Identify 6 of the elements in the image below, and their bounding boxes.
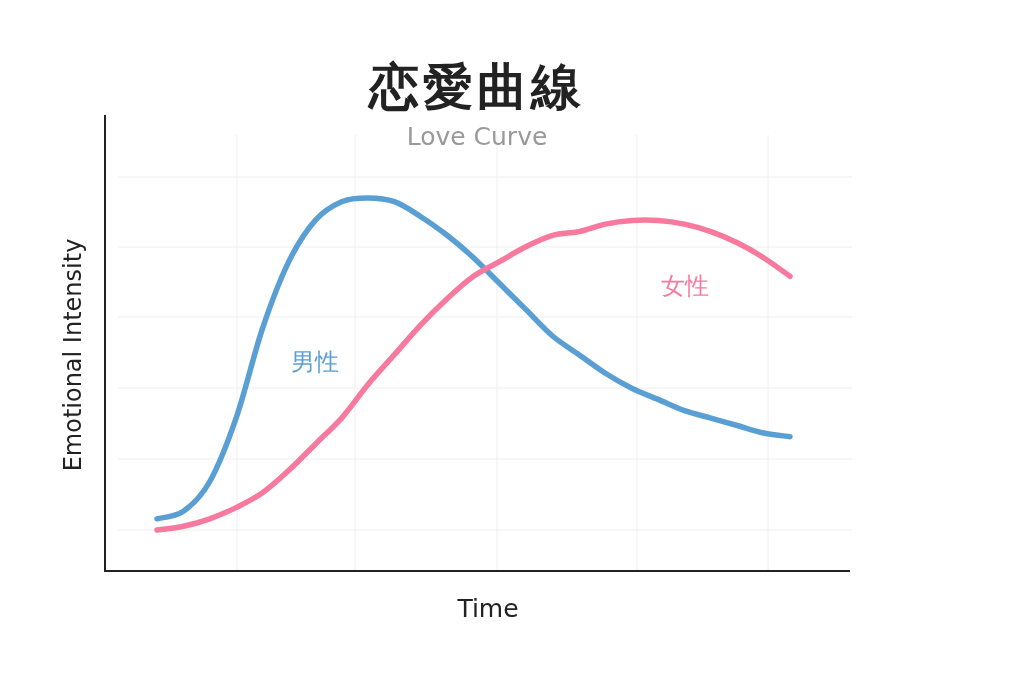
y-axis-title: Emotional Intensity: [59, 238, 87, 472]
series-label: 男性: [291, 348, 340, 377]
series-label: 女性: [660, 272, 709, 301]
chart-subtitle: Love Curve: [406, 122, 548, 151]
chart-title: 恋愛曲線: [367, 58, 585, 116]
x-axis-title: Time: [456, 594, 519, 623]
